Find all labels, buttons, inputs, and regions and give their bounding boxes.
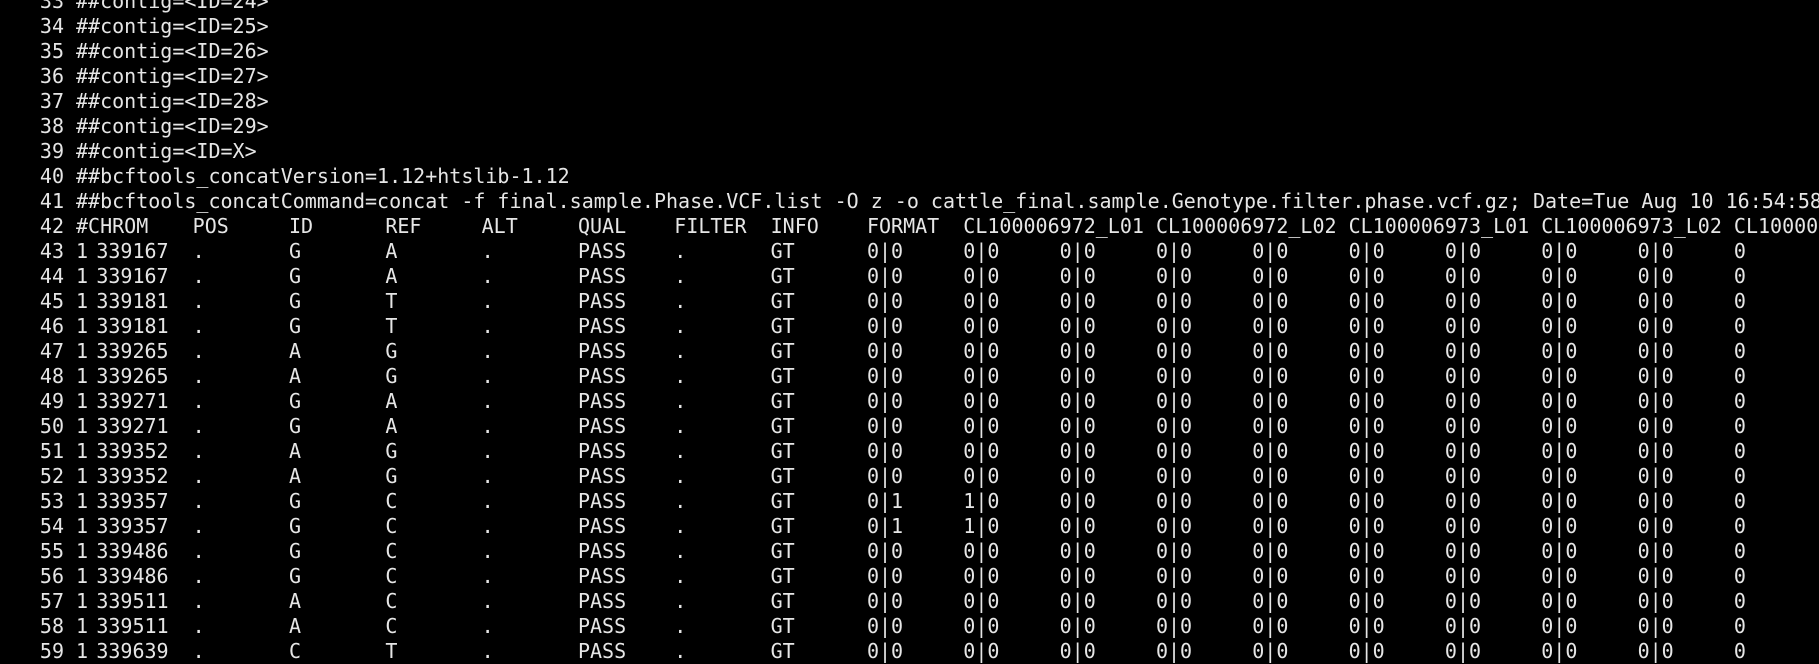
line-text: 1 339181 . G T . PASS . GT 0|0 0|0 0|0 0… xyxy=(76,314,1746,338)
file-line: 55 1 339486 . G C . PASS . GT 0|0 0|0 0|0… xyxy=(0,539,1819,564)
file-line: 38 ##contig=<ID=29> xyxy=(0,114,1819,139)
line-number: 47 xyxy=(39,339,64,363)
file-line: 45 1 339181 . G T . PASS . GT 0|0 0|0 0|0… xyxy=(0,289,1819,314)
line-number: 44 xyxy=(39,264,64,288)
file-line: 48 1 339265 . A G . PASS . GT 0|0 0|0 0|0… xyxy=(0,364,1819,389)
line-number: 37 xyxy=(39,89,64,113)
line-text: ##bcftools_concatVersion=1.12+htslib-1.1… xyxy=(76,164,570,188)
line-text: 1 339167 . G A . PASS . GT 0|0 0|0 0|0 0… xyxy=(76,239,1746,263)
line-text: 1 339181 . G T . PASS . GT 0|0 0|0 0|0 0… xyxy=(76,289,1746,313)
line-number: 58 xyxy=(39,614,64,638)
file-line: 35 ##contig=<ID=26> xyxy=(0,39,1819,64)
line-number: 40 xyxy=(39,164,64,188)
line-number: 50 xyxy=(39,414,64,438)
file-line: 59 1 339639 . C T . PASS . GT 0|0 0|0 0|0… xyxy=(0,639,1819,664)
file-line: 53 1 339357 . G C . PASS . GT 0|1 1|0 0|0… xyxy=(0,489,1819,514)
line-number: 39 xyxy=(39,139,64,163)
line-text: 1 339352 . A G . PASS . GT 0|0 0|0 0|0 0… xyxy=(76,439,1746,463)
line-text: ##contig=<ID=26> xyxy=(76,39,269,63)
file-line: 44 1 339167 . G A . PASS . GT 0|0 0|0 0|0… xyxy=(0,264,1819,289)
line-text: ##contig=<ID=X> xyxy=(76,139,257,163)
line-number: 35 xyxy=(39,39,64,63)
line-number: 52 xyxy=(39,464,64,488)
line-text: 1 339357 . G C . PASS . GT 0|1 1|0 0|0 0… xyxy=(76,489,1746,513)
line-text: ##contig=<ID=25> xyxy=(76,14,269,38)
line-text: ##bcftools_concatCommand=concat -f final… xyxy=(76,189,1819,213)
line-text: 1 339265 . A G . PASS . GT 0|0 0|0 0|0 0… xyxy=(76,364,1746,388)
file-line: 39 ##contig=<ID=X> xyxy=(0,139,1819,164)
line-number: 49 xyxy=(39,389,64,413)
line-text: ##contig=<ID=27> xyxy=(76,64,269,88)
line-text: 1 339271 . G A . PASS . GT 0|0 0|0 0|0 0… xyxy=(76,414,1746,438)
file-line: 40 ##bcftools_concatVersion=1.12+htslib-1… xyxy=(0,164,1819,189)
file-line: 52 1 339352 . A G . PASS . GT 0|0 0|0 0|0… xyxy=(0,464,1819,489)
line-text: 1 339352 . A G . PASS . GT 0|0 0|0 0|0 0… xyxy=(76,464,1746,488)
line-number: 57 xyxy=(39,589,64,613)
line-text: 1 339639 . C T . PASS . GT 0|0 0|0 0|0 0… xyxy=(76,639,1746,663)
line-text: 1 339486 . G C . PASS . GT 0|0 0|0 0|0 0… xyxy=(76,539,1746,563)
line-text: ##contig=<ID=24> xyxy=(76,0,269,13)
line-number: 56 xyxy=(39,564,64,588)
file-line: 58 1 339511 . A C . PASS . GT 0|0 0|0 0|0… xyxy=(0,614,1819,639)
file-line: 36 ##contig=<ID=27> xyxy=(0,64,1819,89)
line-text: 1 339265 . A G . PASS . GT 0|0 0|0 0|0 0… xyxy=(76,339,1746,363)
line-number: 48 xyxy=(39,364,64,388)
file-line: 34 ##contig=<ID=25> xyxy=(0,14,1819,39)
file-line: 49 1 339271 . G A . PASS . GT 0|0 0|0 0|0… xyxy=(0,389,1819,414)
file-line: 46 1 339181 . G T . PASS . GT 0|0 0|0 0|0… xyxy=(0,314,1819,339)
line-text: 1 339167 . G A . PASS . GT 0|0 0|0 0|0 0… xyxy=(76,264,1746,288)
line-number: 54 xyxy=(39,514,64,538)
line-text: ##contig=<ID=29> xyxy=(76,114,269,138)
file-line: 33 ##contig=<ID=24> xyxy=(0,0,1819,14)
line-number: 46 xyxy=(39,314,64,338)
line-number: 41 xyxy=(39,189,64,213)
line-number: 51 xyxy=(39,439,64,463)
file-line: 42 #CHROM POS ID REF ALT QUAL FILTER INFO… xyxy=(0,214,1819,239)
file-line: 41 ##bcftools_concatCommand=concat -f fin… xyxy=(0,189,1819,214)
line-number: 33 xyxy=(39,0,64,13)
line-text: 1 339511 . A C . PASS . GT 0|0 0|0 0|0 0… xyxy=(76,589,1746,613)
line-number: 53 xyxy=(39,489,64,513)
file-line: 50 1 339271 . G A . PASS . GT 0|0 0|0 0|0… xyxy=(0,414,1819,439)
line-number: 38 xyxy=(39,114,64,138)
line-text: 1 339486 . G C . PASS . GT 0|0 0|0 0|0 0… xyxy=(76,564,1746,588)
line-text: ##contig=<ID=28> xyxy=(76,89,269,113)
file-line: 37 ##contig=<ID=28> xyxy=(0,89,1819,114)
file-line: 47 1 339265 . A G . PASS . GT 0|0 0|0 0|0… xyxy=(0,339,1819,364)
file-line: 57 1 339511 . A C . PASS . GT 0|0 0|0 0|0… xyxy=(0,589,1819,614)
line-number: 59 xyxy=(39,639,64,663)
line-number: 42 xyxy=(39,214,64,238)
line-text: 1 339357 . G C . PASS . GT 0|1 1|0 0|0 0… xyxy=(76,514,1746,538)
line-number: 34 xyxy=(39,14,64,38)
file-line: 51 1 339352 . A G . PASS . GT 0|0 0|0 0|0… xyxy=(0,439,1819,464)
line-text: #CHROM POS ID REF ALT QUAL FILTER INFO F… xyxy=(76,214,1819,238)
line-text: 1 339271 . G A . PASS . GT 0|0 0|0 0|0 0… xyxy=(76,389,1746,413)
file-line: 43 1 339167 . G A . PASS . GT 0|0 0|0 0|0… xyxy=(0,239,1819,264)
line-number: 43 xyxy=(39,239,64,263)
line-text: 1 339511 . A C . PASS . GT 0|0 0|0 0|0 0… xyxy=(76,614,1746,638)
line-number: 55 xyxy=(39,539,64,563)
line-number: 45 xyxy=(39,289,64,313)
file-line: 54 1 339357 . G C . PASS . GT 0|1 1|0 0|0… xyxy=(0,514,1819,539)
file-line: 56 1 339486 . G C . PASS . GT 0|0 0|0 0|0… xyxy=(0,564,1819,589)
line-number: 36 xyxy=(39,64,64,88)
